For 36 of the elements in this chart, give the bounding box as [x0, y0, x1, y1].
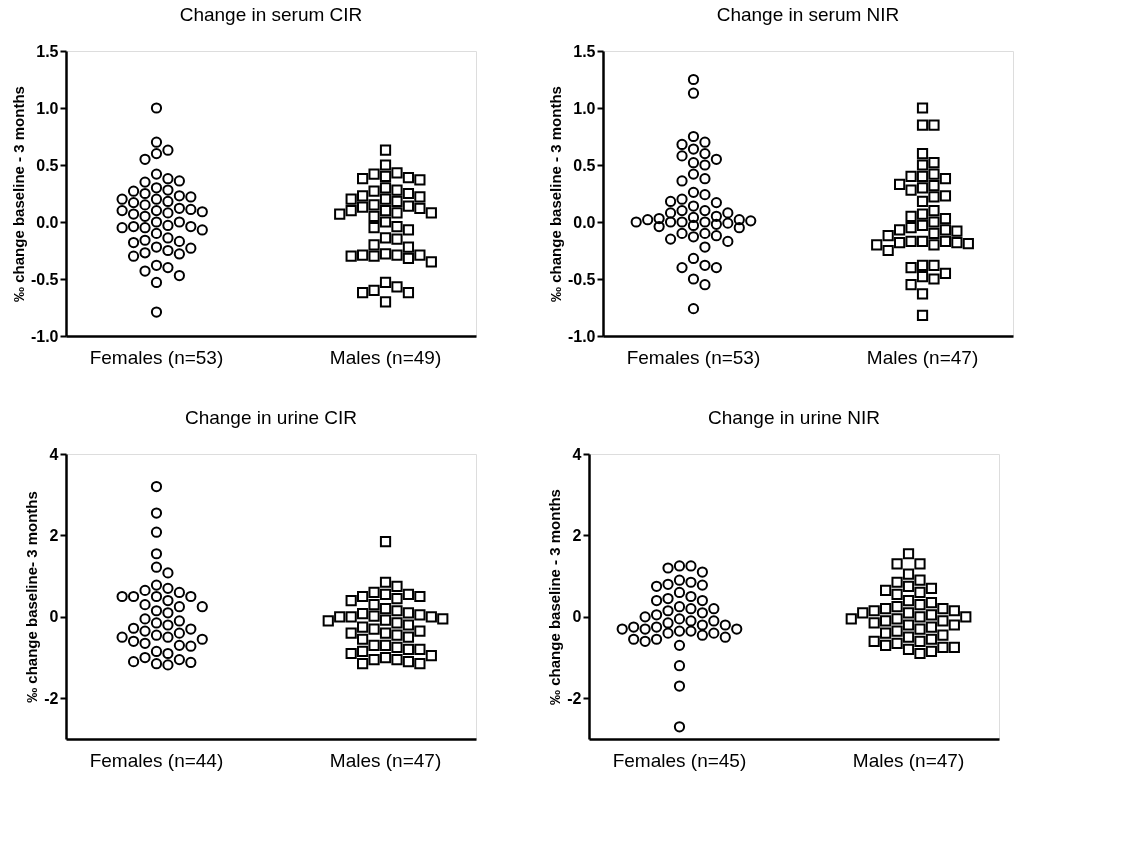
x-tick-label: Males (n=47)	[852, 749, 965, 771]
y-tick-label: -2	[44, 689, 59, 707]
y-tick-label: 0.0	[573, 213, 596, 231]
y-axis-title: ‰ change baseline - 3 months	[9, 86, 27, 302]
y-tick-label: -0.5	[567, 270, 596, 288]
y-tick-label: 4	[572, 445, 582, 463]
y-tick-label: 1.5	[573, 42, 596, 60]
y-tick-label: 0.0	[36, 213, 59, 231]
chart-title: Change in urine NIR	[707, 407, 881, 428]
y-tick-label: 2	[572, 526, 582, 544]
y-tick-label: -1.0	[30, 327, 59, 345]
y-tick-label: 1.0	[36, 99, 59, 117]
y-tick-label: 2	[49, 526, 59, 544]
y-axis-title: ‰ change baseline - 3 months	[546, 86, 564, 302]
chart-title: Change in serum CIR	[179, 4, 363, 25]
chart-title: Change in serum NIR	[716, 4, 900, 25]
y-axis-title: ‰ change baseline- 3 months	[23, 491, 41, 703]
y-tick-label: -1.0	[567, 327, 596, 345]
y-tick-label: -0.5	[30, 270, 59, 288]
y-tick-label: 1.0	[573, 99, 596, 117]
y-tick-label: 1.5	[36, 42, 59, 60]
y-tick-label: 4	[49, 445, 59, 463]
y-tick-label: 0	[49, 608, 59, 626]
y-tick-label: 0	[572, 608, 582, 626]
y-tick-label: 0.5	[573, 156, 596, 174]
x-tick-label: Females (n=53)	[626, 346, 761, 368]
y-tick-label: 0.5	[36, 156, 59, 174]
y-axis-title: ‰ change baseline - 3 months	[546, 489, 564, 705]
x-tick-label: Females (n=53)	[89, 346, 224, 368]
x-tick-label: Males (n=49)	[329, 346, 442, 368]
x-tick-label: Males (n=47)	[866, 346, 979, 368]
chart-title: Change in urine CIR	[184, 407, 358, 428]
y-tick-label: -2	[567, 689, 582, 707]
x-tick-label: Females (n=45)	[612, 749, 747, 771]
x-tick-label: Males (n=47)	[329, 749, 442, 771]
x-tick-label: Females (n=44)	[89, 749, 224, 771]
